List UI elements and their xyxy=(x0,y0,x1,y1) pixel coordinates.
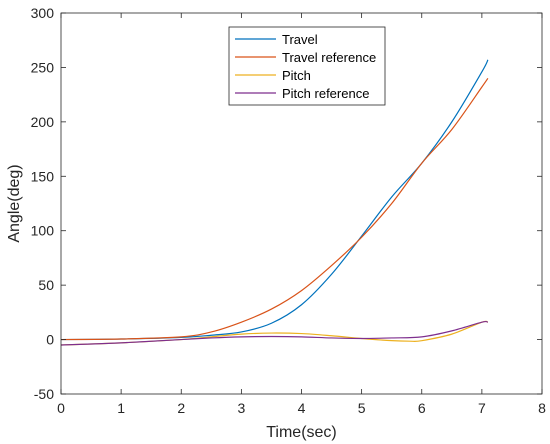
x-tick-label: 8 xyxy=(538,400,546,416)
legend: Travel Travel reference Pitch Pitch refe… xyxy=(228,26,386,106)
x-axis-label: Time(sec) xyxy=(266,424,337,441)
legend-label-pitch: Pitch xyxy=(282,68,311,83)
x-tick-label: 1 xyxy=(117,400,125,416)
y-tick-label: 50 xyxy=(38,277,54,293)
y-axis-label: Angle(deg) xyxy=(6,164,23,242)
series-line-travel xyxy=(61,59,489,341)
y-tick-label: 100 xyxy=(31,223,55,239)
x-tick-label: 0 xyxy=(57,400,65,416)
legend-box xyxy=(228,26,386,106)
series-line-travel-reference xyxy=(61,77,489,341)
x-tick-label: 5 xyxy=(358,400,366,416)
y-tick-label: 0 xyxy=(46,332,54,348)
legend-label-pitch-reference: Pitch reference xyxy=(282,86,369,101)
legend-label-travel-reference: Travel reference xyxy=(282,50,376,65)
series-layer xyxy=(61,59,489,346)
y-tick-label: 250 xyxy=(31,59,55,75)
x-tick-label: 2 xyxy=(177,400,185,416)
x-tick-label: 6 xyxy=(418,400,426,416)
legend-label-travel: Travel xyxy=(282,32,318,47)
x-tick-label: 3 xyxy=(237,400,245,416)
legend-item-pitch-reference: Pitch reference xyxy=(235,86,369,101)
x-tick-label: 7 xyxy=(478,400,486,416)
legend-item-travel-reference: Travel reference xyxy=(235,50,376,65)
y-tick-label: 150 xyxy=(31,168,55,184)
legend-item-travel: Travel xyxy=(235,32,318,47)
y-tick-label: 300 xyxy=(31,5,55,21)
y-tick-label: 200 xyxy=(31,114,55,130)
legend-item-pitch: Pitch xyxy=(235,68,311,83)
series-line-pitch-reference xyxy=(61,320,489,346)
y-tick-label: -50 xyxy=(34,386,54,402)
x-tick-label: 4 xyxy=(298,400,306,416)
